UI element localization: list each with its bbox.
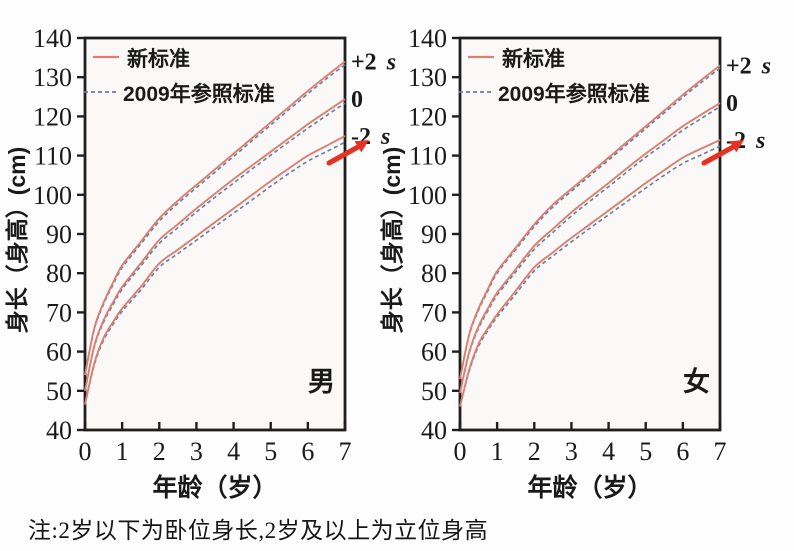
x-tick-label: 2 bbox=[528, 437, 541, 466]
curve-new-3 bbox=[459, 64, 721, 380]
curve-new-5 bbox=[459, 139, 721, 407]
curve-label-zero: 0 bbox=[726, 91, 738, 117]
y-tick-label: 140 bbox=[33, 24, 72, 53]
y-tick-label: 110 bbox=[409, 142, 447, 171]
curve-ref2009-2 bbox=[459, 145, 721, 407]
x-tick-label: 1 bbox=[491, 437, 504, 466]
x-tick-label: 6 bbox=[301, 437, 314, 466]
axis-frame bbox=[83, 36, 347, 432]
legend-label-ref2009: 2009年参照标准 bbox=[123, 82, 275, 106]
y-tick-label: 50 bbox=[46, 377, 72, 406]
y-axis-title: 身长（身高）(cm) bbox=[4, 147, 30, 334]
x-tick-label: 0 bbox=[454, 437, 467, 466]
y-tick-label: 80 bbox=[421, 259, 447, 288]
x-tick-label: 4 bbox=[602, 437, 615, 466]
x-tick-label: 0 bbox=[79, 437, 92, 466]
x-tick-label: 6 bbox=[676, 437, 689, 466]
y-tick-label: 40 bbox=[421, 416, 447, 445]
legend-label-new: 新标准 bbox=[127, 47, 190, 71]
x-tick-label: 2 bbox=[153, 437, 166, 466]
x-tick-label: 5 bbox=[264, 437, 277, 466]
curve-ref2009-1 bbox=[459, 105, 721, 393]
y-tick-label: 80 bbox=[46, 259, 72, 288]
y-tick-label: 110 bbox=[34, 142, 72, 171]
annotation-arrow-shaft bbox=[701, 144, 736, 166]
annotation-arrow-shaft bbox=[326, 144, 361, 166]
y-tick-label: 100 bbox=[33, 181, 72, 210]
y-tick-label: 120 bbox=[33, 102, 72, 131]
x-tick-label: 7 bbox=[714, 437, 727, 466]
y-tick-label: 90 bbox=[421, 220, 447, 249]
legend-label-new: 新标准 bbox=[502, 47, 565, 71]
y-tick-label: 130 bbox=[408, 63, 447, 92]
y-tick-label: 50 bbox=[421, 377, 447, 406]
x-tick-label: 4 bbox=[227, 437, 240, 466]
annotation-arrow-icon bbox=[729, 140, 744, 153]
x-tick-label: 3 bbox=[190, 437, 203, 466]
panel-gender-label: 男 bbox=[308, 367, 335, 397]
curve-ref2009-2 bbox=[84, 141, 346, 405]
y-tick-label: 100 bbox=[408, 181, 447, 210]
footnote: 注:2岁以下为卧位身长,2岁及以上为立位身高 bbox=[28, 518, 489, 543]
y-tick-label: 70 bbox=[421, 298, 447, 327]
curve-new-4 bbox=[459, 102, 721, 394]
y-tick-label: 90 bbox=[46, 220, 72, 249]
y-tick-label: 140 bbox=[408, 24, 447, 53]
x-tick-label: 7 bbox=[339, 437, 352, 466]
curve-ref2009-0 bbox=[84, 64, 346, 376]
annotation-arrow-icon bbox=[354, 140, 369, 153]
x-axis-title: 年龄（岁） bbox=[152, 473, 277, 502]
x-tick-label: 1 bbox=[116, 437, 129, 466]
y-tick-label: 130 bbox=[33, 63, 72, 92]
y-tick-label: 40 bbox=[46, 416, 72, 445]
x-tick-label: 3 bbox=[565, 437, 578, 466]
curve-ref2009-1 bbox=[84, 102, 346, 391]
curve-new-3 bbox=[84, 60, 346, 376]
curve-label-plus2s: +2 s bbox=[351, 50, 396, 76]
y-tick-label: 120 bbox=[408, 102, 447, 131]
curve-label-plus2s: +2 s bbox=[726, 53, 771, 79]
curve-new-5 bbox=[84, 135, 346, 405]
legend-label-ref2009: 2009年参照标准 bbox=[498, 82, 650, 106]
y-tick-label: 70 bbox=[46, 298, 72, 327]
y-axis-title: 身长（身高）(cm) bbox=[379, 147, 405, 334]
panel-gender-label: 女 bbox=[683, 366, 710, 397]
curve-label-zero: 0 bbox=[351, 87, 363, 113]
x-tick-label: 5 bbox=[639, 437, 652, 466]
y-tick-label: 60 bbox=[421, 338, 447, 367]
curve-new-4 bbox=[84, 98, 346, 391]
x-axis-title: 年龄（岁） bbox=[527, 473, 652, 502]
y-tick-label: 60 bbox=[46, 338, 72, 367]
